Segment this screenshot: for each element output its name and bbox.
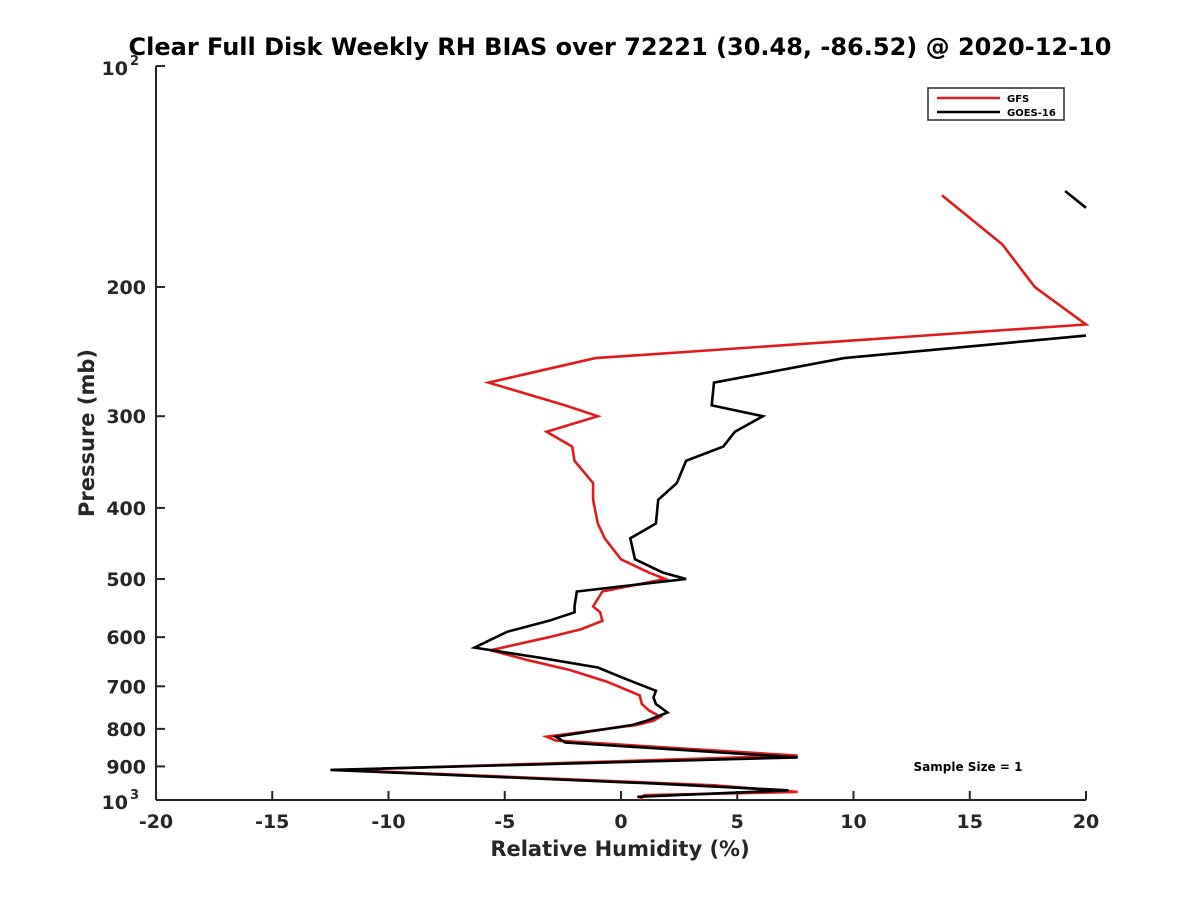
legend-items: GFS GOES-16 [937,94,1056,119]
sample-size-label: Sample Size = 1 [914,760,1023,774]
y-tick-label: 700 [106,676,146,698]
x-tick-label: -10 [371,811,405,833]
series-line-gfs [341,194,1090,801]
series-line-goes-16 [1064,189,1087,209]
x-tick-label: 15 [957,811,983,833]
x-tick-label: -5 [494,811,515,833]
x-ticks: -20 -15 -10 -5 0 5 10 15 20 [139,791,1099,833]
chart-title: Clear Full Disk Weekly RH BIAS over 7222… [129,33,1112,61]
y-tick-label: 400 [106,498,146,520]
y-axis-label: Pressure (mb) [75,349,99,517]
x-axis-label: Relative Humidity (%) [490,837,749,861]
y-tick-label: 200 [106,277,146,299]
x-tick-label: 5 [731,811,744,833]
legend-box [927,87,1065,121]
y-tick-label: 500 [106,569,146,591]
y-tick-label: 900 [106,756,146,778]
y-tick-label: 300 [106,406,146,428]
x-tick-label: 10 [840,811,866,833]
y-tick-label: 600 [106,627,146,649]
y-tick-label-base: 10 [102,792,128,814]
y-tick-label: 800 [106,719,146,741]
x-tick-label: 0 [614,811,627,833]
y-tick-label-exponent: 3 [130,788,139,803]
legend-label: GOES-16 [1007,108,1056,119]
x-tick-label: -15 [255,811,289,833]
series-line-goes-16 [330,334,1087,799]
legend-label: GFS [1007,94,1029,105]
y-tick-label-base: 10 [102,58,128,80]
x-tick-label: -20 [139,811,173,833]
y-tick-label-exponent: 2 [130,54,139,69]
series-lines [330,189,1090,801]
x-tick-label: 20 [1073,811,1099,833]
legend: GFS GOES-16 [927,87,1065,121]
